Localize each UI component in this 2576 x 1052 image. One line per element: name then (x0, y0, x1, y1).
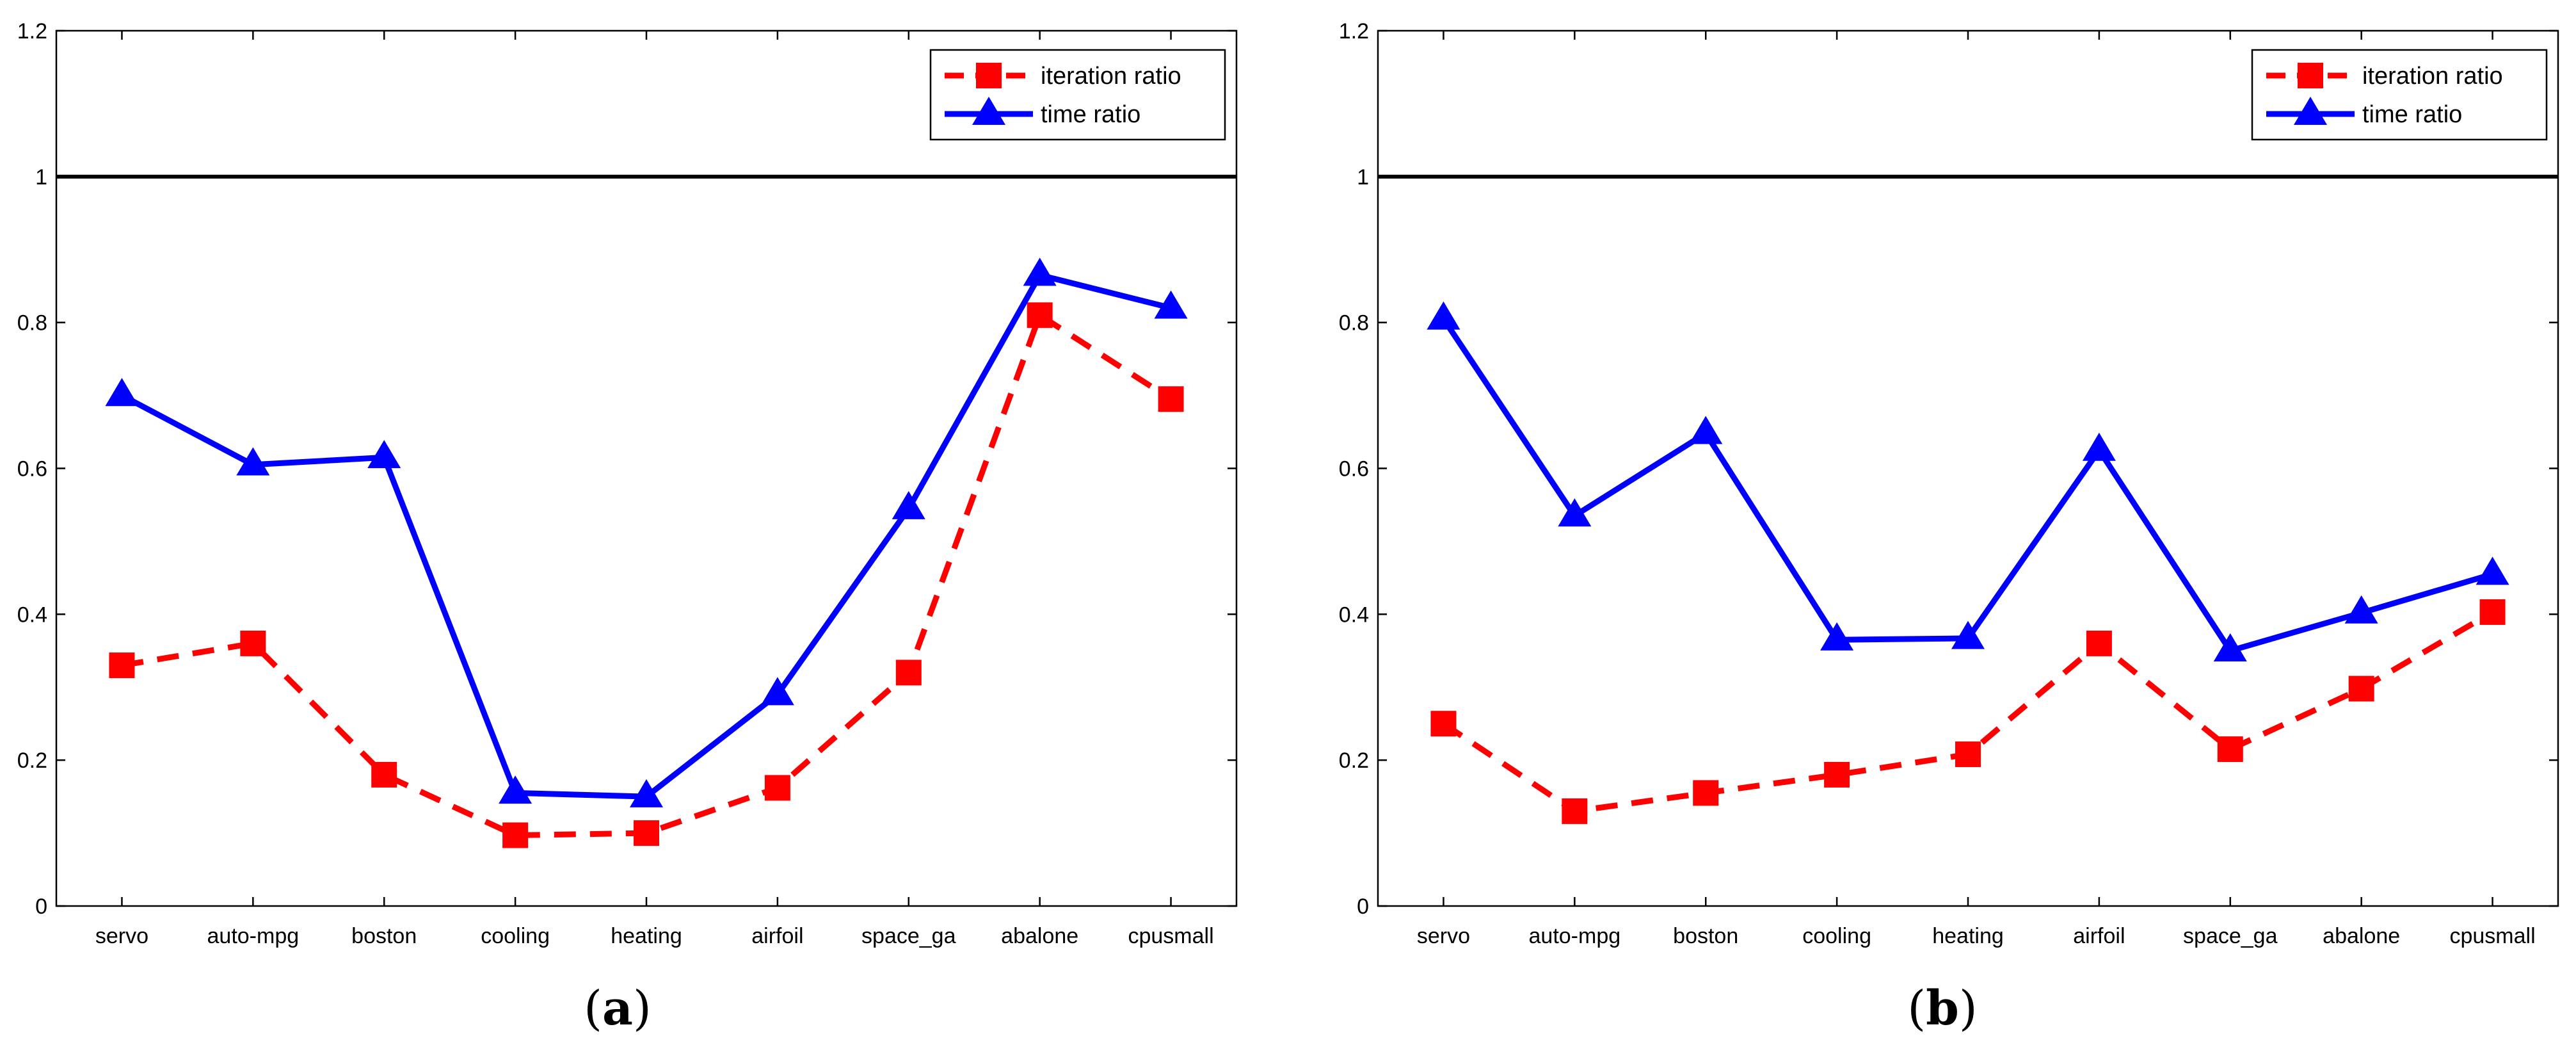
data-point-square (2217, 736, 2243, 763)
x-tick-label: boston (351, 924, 417, 948)
data-point-triangle (2213, 633, 2247, 662)
x-tick-label: airfoil (2073, 924, 2125, 948)
data-point-square (764, 775, 790, 801)
x-tick-label: cooling (1802, 924, 1871, 948)
y-tick-label: 0.8 (1339, 311, 1369, 336)
data-point-square (2348, 676, 2374, 702)
y-tick-label: 0.6 (1339, 457, 1369, 481)
data-point-square (1158, 386, 1184, 412)
plot-frame (55, 29, 1238, 907)
data-point-square (634, 820, 659, 846)
data-point-square (1693, 780, 1719, 806)
x-tick-label: servo (95, 924, 148, 948)
y-tick-label: 1 (35, 165, 47, 190)
y-tick-label: 0.2 (1339, 749, 1369, 773)
legend-label: time ratio (2362, 101, 2462, 128)
data-point-square (240, 630, 266, 656)
x-tick-label: space_ga (2183, 924, 2278, 948)
data-point-triangle (630, 779, 663, 807)
panel-label: (a) (584, 981, 652, 1036)
y-tick-label: 0.4 (1339, 603, 1369, 627)
y-tick-label: 0.8 (17, 311, 47, 336)
x-tick-label: cpusmall (1128, 924, 1213, 948)
data-point-square (1824, 761, 1850, 788)
x-tick-label: cooling (481, 924, 550, 948)
series-line-time-ratio (120, 272, 1172, 800)
data-point-square (1027, 302, 1053, 328)
data-point-square (502, 822, 529, 848)
legend: iteration ratio time ratio (929, 49, 1226, 141)
data-point-triangle (2344, 595, 2378, 624)
x-tick-label: heating (611, 924, 682, 948)
x-tick-label: abalone (2323, 924, 2400, 948)
legend: iteration ratio time ratio (2251, 49, 2548, 141)
data-point-square (2479, 599, 2506, 625)
x-tick-label: servo (1417, 924, 1470, 948)
data-point-triangle (2476, 556, 2509, 585)
y-tick-label: 1.2 (1339, 19, 1369, 44)
data-point-square (895, 660, 922, 686)
y-tick-label: 0 (35, 894, 47, 919)
data-point-triangle (236, 447, 270, 476)
y-tick-label: 1 (1357, 165, 1369, 190)
legend-marker-triangle (2294, 97, 2327, 125)
y-tick-label: 0.4 (17, 603, 47, 627)
legend-marker-square (2298, 63, 2323, 88)
x-tick-label: cpusmall (2449, 924, 2535, 948)
data-point-square (371, 761, 397, 788)
y-tick-label: 0 (1357, 894, 1369, 919)
x-tick-label: heating (1932, 924, 2004, 948)
y-tick-label: 0.2 (17, 749, 47, 773)
data-point-triangle (499, 775, 532, 804)
legend-marker-square (976, 63, 1002, 88)
x-tick-label: airfoil (751, 924, 803, 948)
legend-label: time ratio (1041, 101, 1140, 128)
data-point-square (109, 652, 135, 679)
data-point-triangle (1558, 498, 1592, 527)
x-tick-label: auto-mpg (1529, 924, 1621, 948)
panel-letter: a (602, 981, 633, 1036)
chart-panel-b: 0 0.2 0.4 0.6 0.8 1 1.2 servo auto-mpg boston cool… (1339, 19, 2559, 1036)
data-point-square (1430, 711, 1457, 737)
x-tick-label: space_ga (861, 924, 956, 948)
panel-letter: b (1926, 981, 1959, 1036)
data-point-triangle (1689, 416, 1723, 444)
data-point-triangle (1023, 257, 1057, 286)
data-point-triangle (1951, 620, 1985, 649)
data-point-square (1562, 798, 1588, 824)
panel-label: (b) (1907, 981, 1978, 1036)
data-point-triangle (367, 440, 401, 469)
x-tick-label: auto-mpg (207, 924, 300, 948)
data-point-square (1955, 741, 1981, 768)
chart-panel-a: 0 0.2 0.4 0.6 0.8 1 1.2 servo auto-mpg boston cool… (17, 19, 1238, 1036)
data-point-triangle (1820, 622, 1854, 651)
series-line-time-ratio (1441, 317, 2493, 654)
legend-marker-triangle (972, 97, 1005, 125)
data-point-triangle (1154, 290, 1188, 319)
y-tick-label: 0.6 (17, 457, 47, 481)
x-tick-label: boston (1673, 924, 1738, 948)
data-point-triangle (2082, 432, 2116, 461)
series-line-iteration-ratio (121, 312, 1173, 838)
data-point-triangle (760, 677, 794, 706)
data-point-square (2086, 630, 2112, 656)
legend-label: iteration ratio (1041, 63, 1181, 90)
plot-frame (1377, 29, 2559, 907)
data-point-triangle (892, 490, 925, 519)
y-tick-label: 1.2 (17, 19, 47, 44)
data-point-triangle (1427, 301, 1460, 330)
data-point-triangle (105, 378, 139, 407)
legend-label: iteration ratio (2362, 63, 2503, 90)
x-tick-label: abalone (1001, 924, 1078, 948)
